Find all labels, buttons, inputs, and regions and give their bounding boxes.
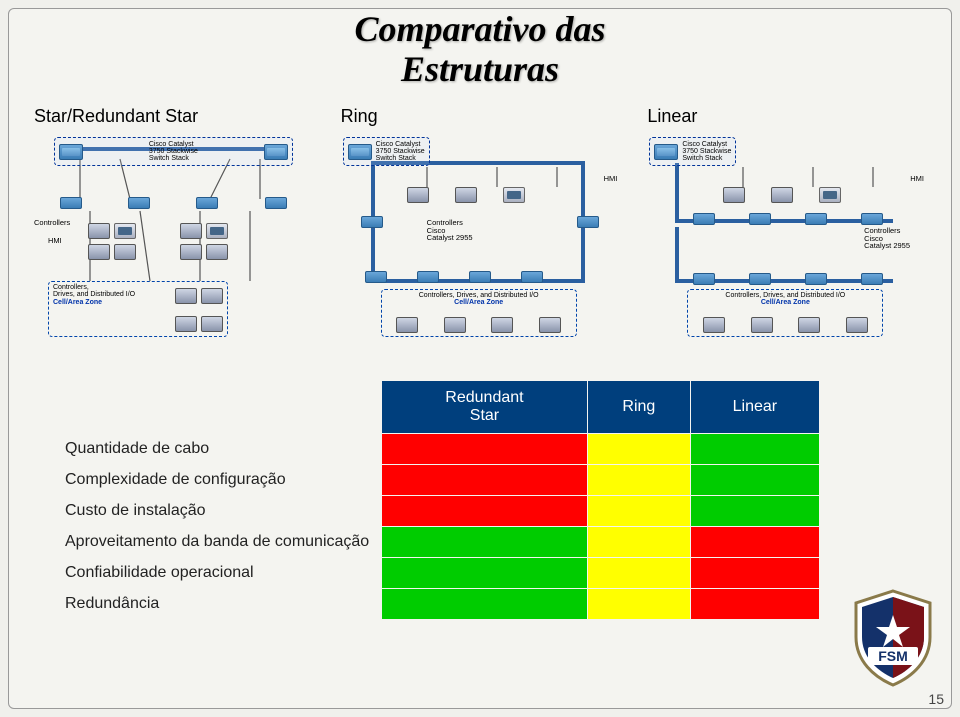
diagram-ring-title: Ring: [337, 106, 624, 127]
slide-number: 15: [928, 691, 944, 707]
switch-icon: [805, 213, 827, 225]
value-cell: [382, 465, 587, 495]
diagram-star-title: Star/Redundant Star: [30, 106, 317, 127]
linear-switch-stack: Cisco Catalyst 3750 Stackwise Switch Sta…: [649, 137, 736, 166]
table-row: Aproveitamento da banda de comunicação: [61, 527, 819, 557]
diagram-ring-canvas: Cisco Catalyst 3750 Stackwise Switch Sta…: [337, 131, 624, 356]
title-line-1: Comparativo das: [0, 10, 960, 50]
screen-icon: [503, 187, 525, 203]
controllers-label: Controllers: [34, 219, 70, 227]
col-header-linear: Linear: [691, 381, 819, 433]
fsm-logo: FSM: [848, 587, 938, 687]
zone-label: Controllers, Drives, and Distributed I/O…: [386, 292, 572, 307]
value-cell: [382, 558, 587, 588]
switch-icon: [128, 197, 150, 209]
linear-zone-box: Controllers, Drives, and Distributed I/O…: [687, 289, 883, 337]
value-cell: [382, 527, 587, 557]
value-cell: [588, 527, 690, 557]
switch-icon: [861, 213, 883, 225]
comparison-table-wrapper: RedundantStar Ring Linear Quantidade de …: [60, 380, 820, 620]
switch-stack-label: Cisco Catalyst 3750 Stackwise Switch Sta…: [682, 141, 731, 162]
switch-icon: [417, 271, 439, 283]
svg-text:FSM: FSM: [878, 648, 908, 664]
switch-icon: [654, 144, 678, 160]
value-cell: [588, 496, 690, 526]
screen-icon: [819, 187, 841, 203]
switch-icon: [59, 144, 83, 160]
switch-stack-label: Cisco Catalyst 3750 Stackwise Switch Sta…: [376, 141, 425, 162]
device-icon: [455, 187, 477, 203]
value-cell: [691, 558, 819, 588]
switch-icon: [861, 273, 883, 285]
switch-icon: [805, 273, 827, 285]
device-group: [180, 223, 228, 265]
row-label: Aproveitamento da banda de comunicação: [61, 527, 381, 557]
switch-icon: [693, 273, 715, 285]
row-label: Complexidade de configuração: [61, 465, 381, 495]
value-cell: [588, 589, 690, 619]
switch-icon: [361, 216, 383, 228]
switch-icon: [521, 271, 543, 283]
value-cell: [382, 496, 587, 526]
row-label: Quantidade de cabo: [61, 434, 381, 464]
zone-label: Controllers, Drives, and Distributed I/O…: [692, 292, 878, 307]
device-icon: [407, 187, 429, 203]
value-cell: [691, 527, 819, 557]
switch-icon: [469, 271, 491, 283]
value-cell: [691, 589, 819, 619]
slide-title: Comparativo das Estruturas: [0, 10, 960, 89]
diagram-ring: Ring Cisco Catalyst 3750 Stackwise Switc…: [337, 106, 624, 356]
switch-icon: [693, 213, 715, 225]
table-row: Confiabilidade operacional: [61, 558, 819, 588]
col-header-ring: Ring: [588, 381, 690, 433]
value-cell: [382, 434, 587, 464]
hmi-label: HMI: [910, 175, 924, 183]
diagram-linear: Linear Cisco Catalyst 3750 Stackwise Swi…: [643, 106, 930, 356]
value-cell: [691, 434, 819, 464]
switch-icon: [196, 197, 218, 209]
hmi-label: HMI: [48, 237, 62, 245]
value-cell: [588, 558, 690, 588]
row-label: Redundância: [61, 589, 381, 619]
switch-icon: [265, 197, 287, 209]
table-row: Quantidade de cabo: [61, 434, 819, 464]
hmi-label: HMI: [604, 175, 618, 183]
controllers-label: Controllers Cisco Catalyst 2955: [864, 227, 910, 250]
col-header-star: RedundantStar: [382, 381, 587, 433]
switch-icon: [264, 144, 288, 160]
switch-stack-label: Cisco Catalyst 3750 Stackwise Switch Sta…: [149, 141, 198, 162]
device-icon: [723, 187, 745, 203]
diagram-star: Star/Redundant Star Cisco Catalyst 3750 …: [30, 106, 317, 356]
ring-switch-stack: Cisco Catalyst 3750 Stackwise Switch Sta…: [343, 137, 430, 166]
switch-icon: [348, 144, 372, 160]
value-cell: [382, 589, 587, 619]
row-label: Confiabilidade operacional: [61, 558, 381, 588]
value-cell: [588, 434, 690, 464]
table-row: Custo de instalação: [61, 496, 819, 526]
star-zone-box: Controllers, Drives, and Distributed I/O…: [48, 281, 228, 337]
ring-zone-box: Controllers, Drives, and Distributed I/O…: [381, 289, 577, 337]
controllers-label: Controllers Cisco Catalyst 2955: [427, 219, 473, 242]
device-group: [88, 223, 136, 265]
switch-icon: [749, 213, 771, 225]
diagram-star-canvas: Cisco Catalyst 3750 Stackwise Switch Sta…: [30, 131, 317, 356]
switch-icon: [749, 273, 771, 285]
comparison-table: RedundantStar Ring Linear Quantidade de …: [60, 380, 820, 620]
table-row: Redundância: [61, 589, 819, 619]
title-line-2: Estruturas: [0, 50, 960, 90]
diagram-linear-canvas: Cisco Catalyst 3750 Stackwise Switch Sta…: [643, 131, 930, 356]
star-switch-stack: Cisco Catalyst 3750 Stackwise Switch Sta…: [54, 137, 293, 166]
row-label: Custo de instalação: [61, 496, 381, 526]
value-cell: [588, 465, 690, 495]
device-icon: [771, 187, 793, 203]
diagrams-row: Star/Redundant Star Cisco Catalyst 3750 …: [30, 106, 930, 356]
table-row: Complexidade de configuração: [61, 465, 819, 495]
diagram-linear-title: Linear: [643, 106, 930, 127]
switch-icon: [365, 271, 387, 283]
switch-icon: [60, 197, 82, 209]
switch-icon: [577, 216, 599, 228]
value-cell: [691, 496, 819, 526]
value-cell: [691, 465, 819, 495]
